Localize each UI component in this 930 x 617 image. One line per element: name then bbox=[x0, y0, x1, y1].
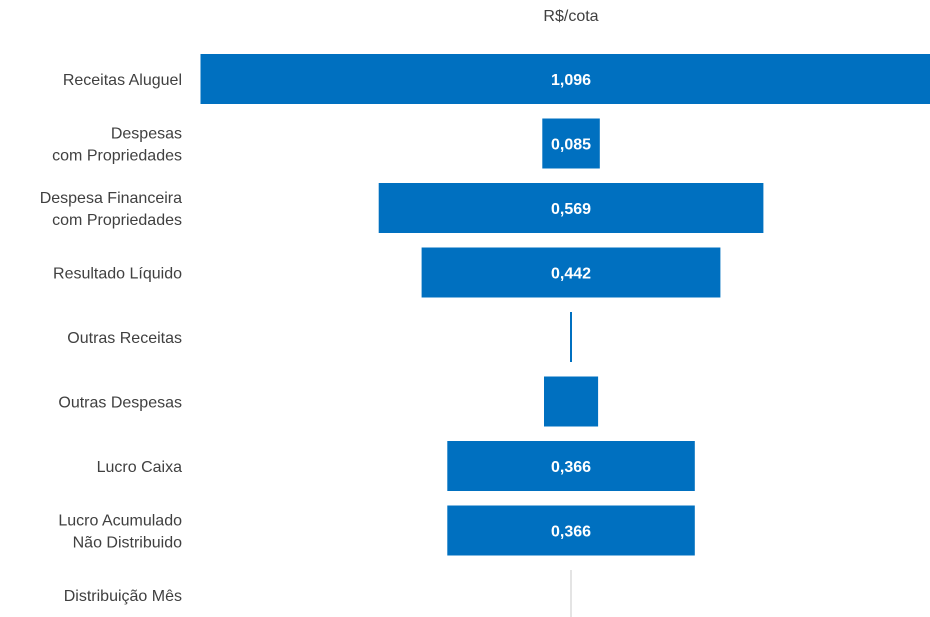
data-label: 0,569 bbox=[551, 201, 591, 218]
category-label: com Propriedades bbox=[52, 212, 182, 229]
funnel-bar bbox=[200, 54, 930, 104]
category-label: Despesas bbox=[111, 126, 182, 143]
funnel-bar bbox=[447, 505, 695, 556]
funnel-bar bbox=[378, 183, 764, 233]
funnel-bar bbox=[544, 376, 599, 427]
data-label: 0,366 bbox=[551, 459, 591, 476]
funnel-bar bbox=[421, 247, 721, 298]
data-label: 1,096 bbox=[551, 72, 591, 89]
category-label: Lucro Acumulado bbox=[58, 513, 182, 530]
funnel-bar bbox=[542, 118, 600, 169]
category-label: Distribuição Mês bbox=[64, 588, 182, 605]
category-label: Outras Receitas bbox=[67, 330, 182, 347]
funnel-bar bbox=[570, 312, 572, 362]
unit-label: R$/cota bbox=[543, 8, 598, 25]
category-label: Outras Despesas bbox=[58, 395, 182, 412]
category-label: Não Distribuido bbox=[73, 535, 182, 552]
funnel-bar bbox=[447, 441, 695, 491]
category-label: Despesa Financeira bbox=[40, 190, 182, 207]
category-label: com Propriedades bbox=[52, 148, 182, 165]
category-label: Lucro Caixa bbox=[97, 459, 182, 476]
bars-group bbox=[200, 54, 930, 617]
category-label: Receitas Aluguel bbox=[63, 72, 182, 89]
data-label: 0,442 bbox=[551, 266, 591, 283]
category-labels-group: Receitas Aluguel Despesas com Propriedades… bbox=[40, 72, 182, 605]
category-label: Resultado Líquido bbox=[53, 266, 182, 283]
value-labels-group: 1,096 0,085 0,569 0,442 0,366 0,366 bbox=[551, 72, 591, 541]
data-label: 0,085 bbox=[551, 137, 591, 154]
data-label: 0,366 bbox=[551, 524, 591, 541]
